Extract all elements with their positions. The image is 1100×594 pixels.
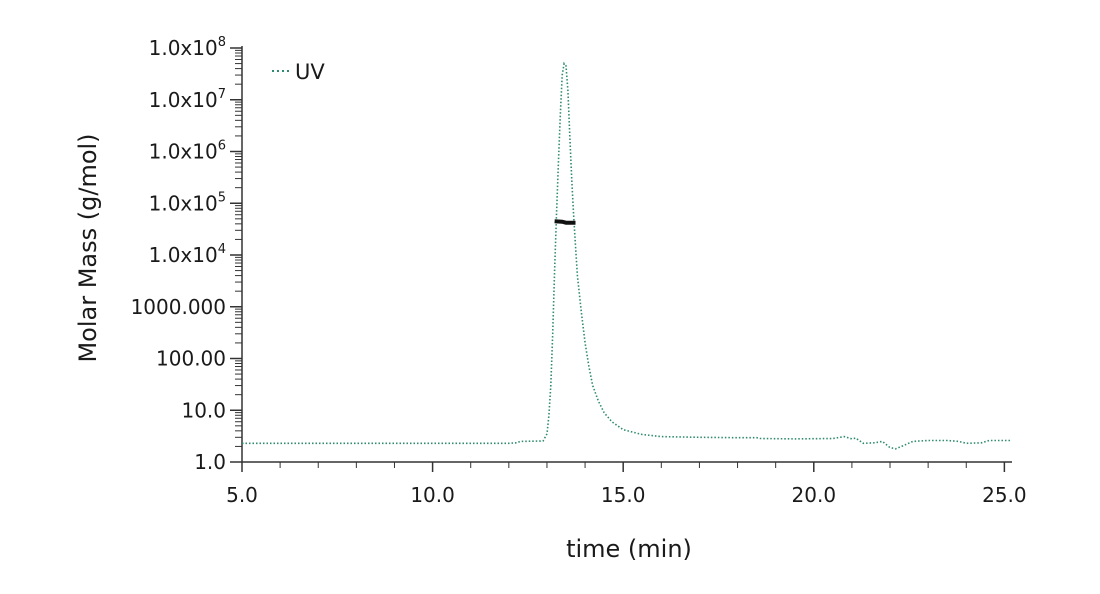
x-tick-label: 20.0 (792, 483, 837, 507)
plot-markers (554, 219, 576, 225)
series-line-uv (242, 61, 1012, 450)
x-tick-label: 5.0 (226, 483, 258, 507)
y-tick-label: 100.00 (156, 347, 226, 371)
molar-mass-trace (554, 219, 576, 225)
x-tick-label: 15.0 (601, 483, 646, 507)
x-axis-title: time (min) (566, 535, 692, 563)
y-tick-label: 10.0 (181, 398, 226, 422)
x-axis-ticks (241, 462, 1006, 472)
y-tick-label: 1.0x106 (149, 139, 226, 164)
y-axis-title: Molar Mass (g/mol) (74, 133, 102, 362)
legend-label-uv: UV (295, 60, 325, 84)
y-tick-label: 1.0x105 (149, 190, 226, 215)
y-axis-tick-labels: 1.0 10.0 100.00 1000.000 1.0x104 1.0x105 1.0x1… (131, 35, 226, 474)
x-tick-label: 10.0 (410, 483, 455, 507)
y-tick-label: 1000.000 (131, 295, 226, 319)
y-axis-ticks (230, 47, 242, 463)
plot-series (242, 61, 1012, 450)
y-tick-label: 1.0x104 (149, 242, 226, 267)
x-tick-label: 25.0 (982, 483, 1027, 507)
x-axis-tick-labels: 5.0 10.0 15.0 20.0 25.0 (226, 483, 1027, 507)
y-tick-label: 1.0x107 (149, 87, 226, 112)
y-tick-label: 1.0 (194, 450, 226, 474)
y-tick-label: 1.0x108 (149, 35, 226, 60)
legend: UV (272, 60, 325, 84)
